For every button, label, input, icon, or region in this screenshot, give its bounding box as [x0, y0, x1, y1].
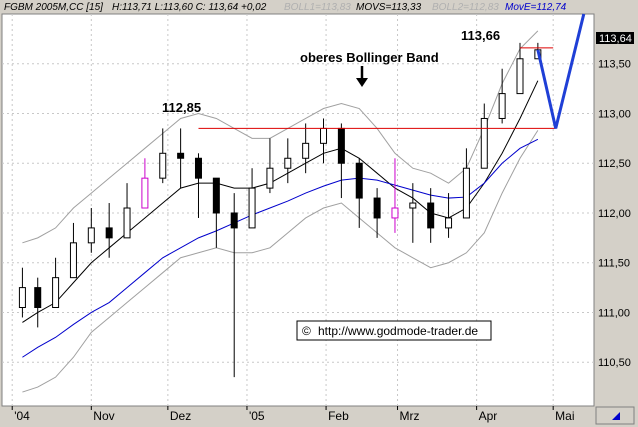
- y-axis: 113,50 113,00 112,50 112,00 111,50 111,00 110,…: [598, 59, 631, 369]
- x-tick-label: Mai: [555, 409, 574, 423]
- candle-body: [498, 93, 506, 119]
- annotation-level-high: 112,85: [162, 100, 201, 115]
- y-tick-label: 112,00: [598, 208, 631, 220]
- price-levels: [198, 47, 556, 129]
- candle-body: [87, 227, 95, 244]
- header-symbol: FGBM 2005M,CC [15]: [4, 2, 103, 13]
- y-tick-label: 112,50: [598, 158, 631, 170]
- candle-body: [302, 142, 310, 159]
- y-tick-label: 113,50: [598, 59, 631, 71]
- y-tick-label: 110,50: [598, 357, 631, 369]
- y-tick-label: 113,00: [598, 108, 631, 120]
- annotation-level-peak: 113,66: [461, 28, 500, 43]
- candle-body: [480, 117, 488, 169]
- candle-body: [212, 177, 220, 214]
- y-tick-label: 111,50: [598, 258, 630, 270]
- series-line-boll1: [22, 30, 539, 244]
- down-arrow-icon: [356, 66, 368, 87]
- candle-body: [409, 202, 417, 209]
- projection-path: [536, 13, 586, 129]
- candle-body: [248, 187, 256, 229]
- series-line-move: [22, 138, 539, 358]
- gridlines: [2, 14, 594, 406]
- current-price-badge: 113,64: [596, 32, 634, 45]
- candle-body: [266, 167, 274, 189]
- x-tick-label: Mrz: [400, 409, 420, 423]
- header-hlc: H:113,71 L:113,60 C: 113,64 +0,02: [112, 2, 267, 13]
- candle-body: [337, 127, 345, 164]
- scroll-right-button[interactable]: [595, 406, 635, 425]
- candle-body: [462, 167, 470, 219]
- candle-body: [159, 152, 167, 179]
- watermark-box: © http://www.godmode-trader.de: [296, 320, 492, 341]
- candle-body: [52, 277, 60, 309]
- series-line-movs: [22, 80, 539, 323]
- candle-body: [18, 287, 26, 309]
- header-move: MovE=112,74: [505, 2, 567, 13]
- projection-arrow: [536, 13, 586, 129]
- x-tick-label: Feb: [328, 409, 349, 423]
- moving-averages: [22, 80, 539, 358]
- x-tick-label: '04: [14, 409, 30, 423]
- candle-body: [373, 197, 381, 219]
- candle-body: [105, 227, 113, 239]
- header-boll2: BOLL2=112,83: [432, 2, 499, 13]
- candle-body: [445, 217, 453, 229]
- candle-body: [516, 58, 524, 95]
- candle-body: [391, 207, 399, 219]
- candle-body: [355, 162, 363, 199]
- header-movs: MOVS=113,33: [356, 2, 422, 13]
- candle-body: [284, 157, 292, 169]
- candle-body: [320, 127, 328, 144]
- header-boll1: BOLL1=113,83: [284, 2, 351, 13]
- candle-body: [34, 287, 42, 309]
- candle-body: [69, 242, 77, 279]
- bollinger-bands: [22, 30, 539, 393]
- series-line-boll2: [22, 130, 539, 393]
- copyright-icon: ©: [302, 324, 311, 338]
- candle-body: [230, 212, 238, 229]
- candle-body: [141, 177, 149, 209]
- x-tick-label: Nov: [93, 409, 114, 423]
- x-axis: '04 Nov Dez '05 Feb Mrz Apr Mai: [11, 406, 575, 423]
- x-tick-label: Apr: [479, 409, 498, 423]
- candle-body: [427, 202, 435, 229]
- x-tick-label: Dez: [170, 409, 191, 423]
- plot-area: [1, 13, 595, 407]
- candlesticks: [18, 42, 542, 378]
- arrow-icon: [612, 412, 620, 420]
- candle-body: [177, 152, 185, 159]
- current-price-label: 113,64: [599, 33, 632, 45]
- annotation-upper-band: oberes Bollinger Band: [300, 50, 439, 65]
- x-tick-label: '05: [249, 409, 265, 423]
- candle-body: [194, 157, 202, 179]
- watermark-url: http://www.godmode-trader.de: [318, 324, 478, 338]
- y-tick-label: 111,00: [598, 307, 630, 319]
- candle-body: [123, 207, 131, 239]
